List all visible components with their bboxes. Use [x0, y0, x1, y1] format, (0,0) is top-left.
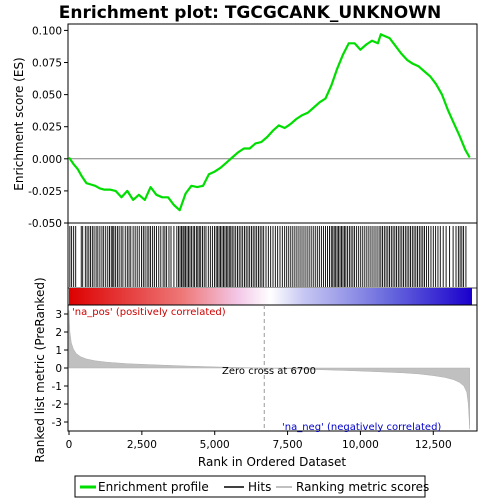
legend-box [74, 475, 426, 498]
x-tick-label: 7,500 [273, 439, 303, 451]
legend-item-metric: Ranking metric scores [296, 480, 429, 494]
x-axis-label: Rank in Ordered Dataset [198, 455, 346, 469]
metric-ytick-label: -3 [52, 417, 62, 429]
neg-correlated-label: 'na_neg' (negatively correlated) [282, 422, 441, 433]
metric-ytick-label: -2 [52, 399, 62, 411]
hits-panel [67, 222, 478, 306]
metric-ytick-label: 1 [55, 345, 62, 357]
x-axis: 0 2,500 5,000 7,500 10,000 12,500 [66, 431, 452, 451]
legend-item-enrichment: Enrichment profile [98, 480, 209, 494]
zero-cross-label: Zero cross at 6700 [222, 366, 316, 377]
metric-ytick-label: -1 [52, 381, 62, 393]
legend: Enrichment profile Hits Ranking metric s… [74, 475, 429, 498]
chart-title: Enrichment plot: TGCGCANK_UNKNOWN [59, 3, 441, 23]
metric-ytick-label: 2 [55, 327, 62, 339]
es-ytick-label: 0.000 [32, 154, 62, 166]
es-ytick-label: -0.050 [28, 218, 62, 230]
x-tick-label: 0 [66, 439, 73, 451]
es-ytick-label: 0.025 [32, 122, 62, 134]
metric-ytick-label: 3 [55, 309, 62, 321]
x-tick-label: 12,500 [415, 439, 452, 451]
rank-color-bar [69, 288, 472, 305]
metric-ylabel: Ranked list metric (PreRanked) [33, 277, 47, 462]
es-ytick-label: 0.075 [32, 58, 62, 70]
x-tick-label: 10,000 [342, 439, 379, 451]
ranking-metric-area [68, 310, 470, 430]
x-tick-label: 2,500 [127, 439, 157, 451]
es-ylabel: Enrichment score (ES) [12, 57, 26, 190]
legend-item-hits: Hits [248, 480, 271, 494]
es-ytick-label: 0.050 [32, 90, 62, 102]
enrichment-profile-line [68, 33, 471, 212]
enrichment-panel: -0.050 -0.025 0.000 0.025 0.050 0.075 0.100 En… [12, 23, 478, 230]
pos-correlated-label: 'na_pos' (positively correlated) [72, 307, 226, 318]
es-ytick-label: 0.100 [32, 25, 62, 37]
es-ytick-label: -0.025 [28, 186, 62, 198]
x-tick-label: 5,000 [200, 439, 230, 451]
metric-ytick-label: 0 [55, 363, 62, 375]
metric-panel: -3 -2 -1 0 1 2 3 'na_pos' (positively correlat… [33, 277, 478, 463]
